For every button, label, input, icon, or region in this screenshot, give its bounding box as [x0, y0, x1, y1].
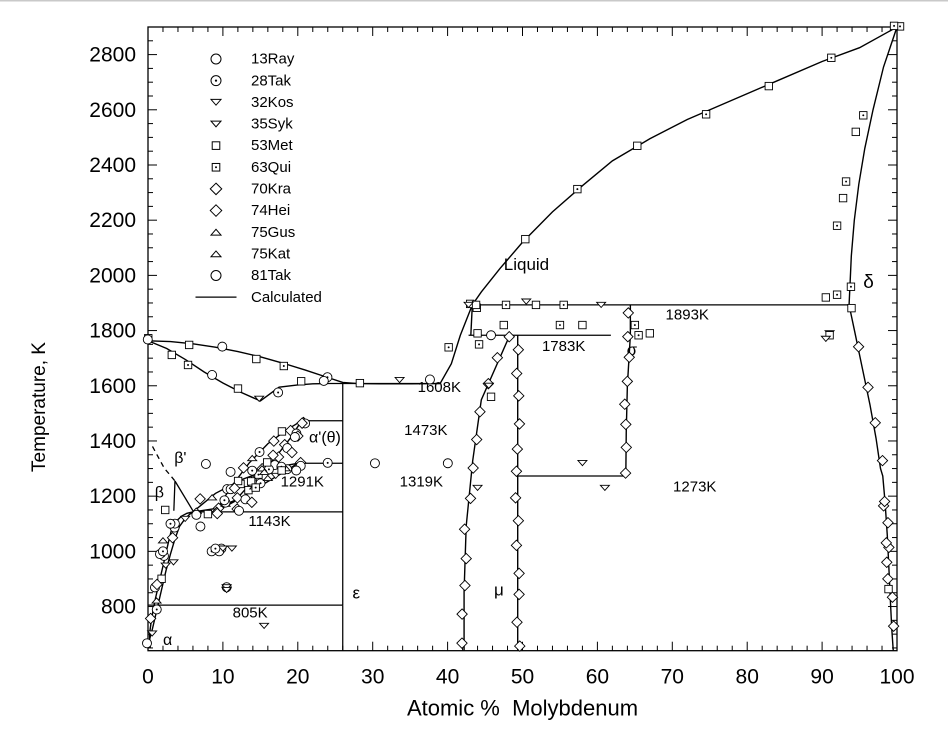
- svg-text:30: 30: [361, 666, 384, 689]
- svg-text:δ: δ: [863, 272, 874, 293]
- svg-text:1291K: 1291K: [281, 474, 324, 491]
- svg-text:α: α: [163, 632, 172, 649]
- svg-text:1608K: 1608K: [418, 379, 461, 396]
- svg-text:70: 70: [661, 666, 684, 689]
- svg-text:75Kat: 75Kat: [251, 245, 291, 262]
- svg-text:80: 80: [736, 666, 759, 689]
- svg-text:32Kos: 32Kos: [251, 94, 294, 111]
- svg-text:1473K: 1473K: [404, 422, 447, 439]
- svg-text:ε: ε: [352, 583, 360, 602]
- svg-text:100: 100: [879, 666, 914, 689]
- svg-text:1783K: 1783K: [542, 338, 585, 355]
- svg-text:1400: 1400: [89, 430, 136, 453]
- svg-text:1143K: 1143K: [248, 513, 290, 530]
- svg-text:Atomic % Molybdenum: Atomic % Molybdenum: [407, 696, 638, 721]
- svg-text:20: 20: [286, 666, 309, 689]
- svg-text:74Hei: 74Hei: [251, 202, 290, 219]
- svg-text:Temperature, K: Temperature, K: [29, 342, 50, 472]
- svg-text:α'(θ): α'(θ): [309, 429, 341, 446]
- svg-text:1000: 1000: [89, 540, 136, 563]
- svg-text:90: 90: [810, 666, 833, 689]
- svg-text:800: 800: [101, 596, 136, 619]
- svg-text:2400: 2400: [89, 154, 136, 177]
- svg-text:75Gus: 75Gus: [251, 224, 295, 241]
- svg-text:2800: 2800: [89, 44, 136, 67]
- svg-text:70Kra: 70Kra: [251, 181, 292, 198]
- svg-text:1800: 1800: [89, 320, 136, 343]
- svg-text:Liquid: Liquid: [504, 255, 549, 274]
- svg-text:2000: 2000: [89, 264, 136, 287]
- svg-text:Calculated: Calculated: [251, 289, 322, 306]
- svg-text:81Tak: 81Tak: [251, 267, 292, 284]
- svg-text:2200: 2200: [89, 209, 136, 232]
- svg-text:10: 10: [211, 666, 234, 689]
- svg-text:1273K: 1273K: [673, 479, 716, 496]
- svg-text:1893K: 1893K: [666, 307, 709, 324]
- svg-text:μ: μ: [494, 581, 504, 600]
- svg-text:0: 0: [142, 666, 154, 689]
- svg-text:805K: 805K: [233, 604, 268, 621]
- svg-text:35Syk: 35Syk: [251, 116, 293, 133]
- svg-text:40: 40: [436, 666, 459, 689]
- svg-text:β': β': [174, 450, 186, 467]
- svg-text:β: β: [155, 485, 164, 502]
- svg-text:1600: 1600: [89, 375, 136, 398]
- svg-text:2600: 2600: [89, 99, 136, 122]
- svg-text:53Met: 53Met: [251, 137, 294, 154]
- svg-text:13Ray: 13Ray: [251, 51, 295, 68]
- svg-text:28Tak: 28Tak: [251, 72, 292, 89]
- svg-text:60: 60: [586, 666, 609, 689]
- svg-text:1319K: 1319K: [400, 474, 443, 491]
- svg-text:50: 50: [511, 666, 534, 689]
- svg-text:63Qui: 63Qui: [251, 159, 291, 176]
- svg-text:1200: 1200: [89, 485, 136, 508]
